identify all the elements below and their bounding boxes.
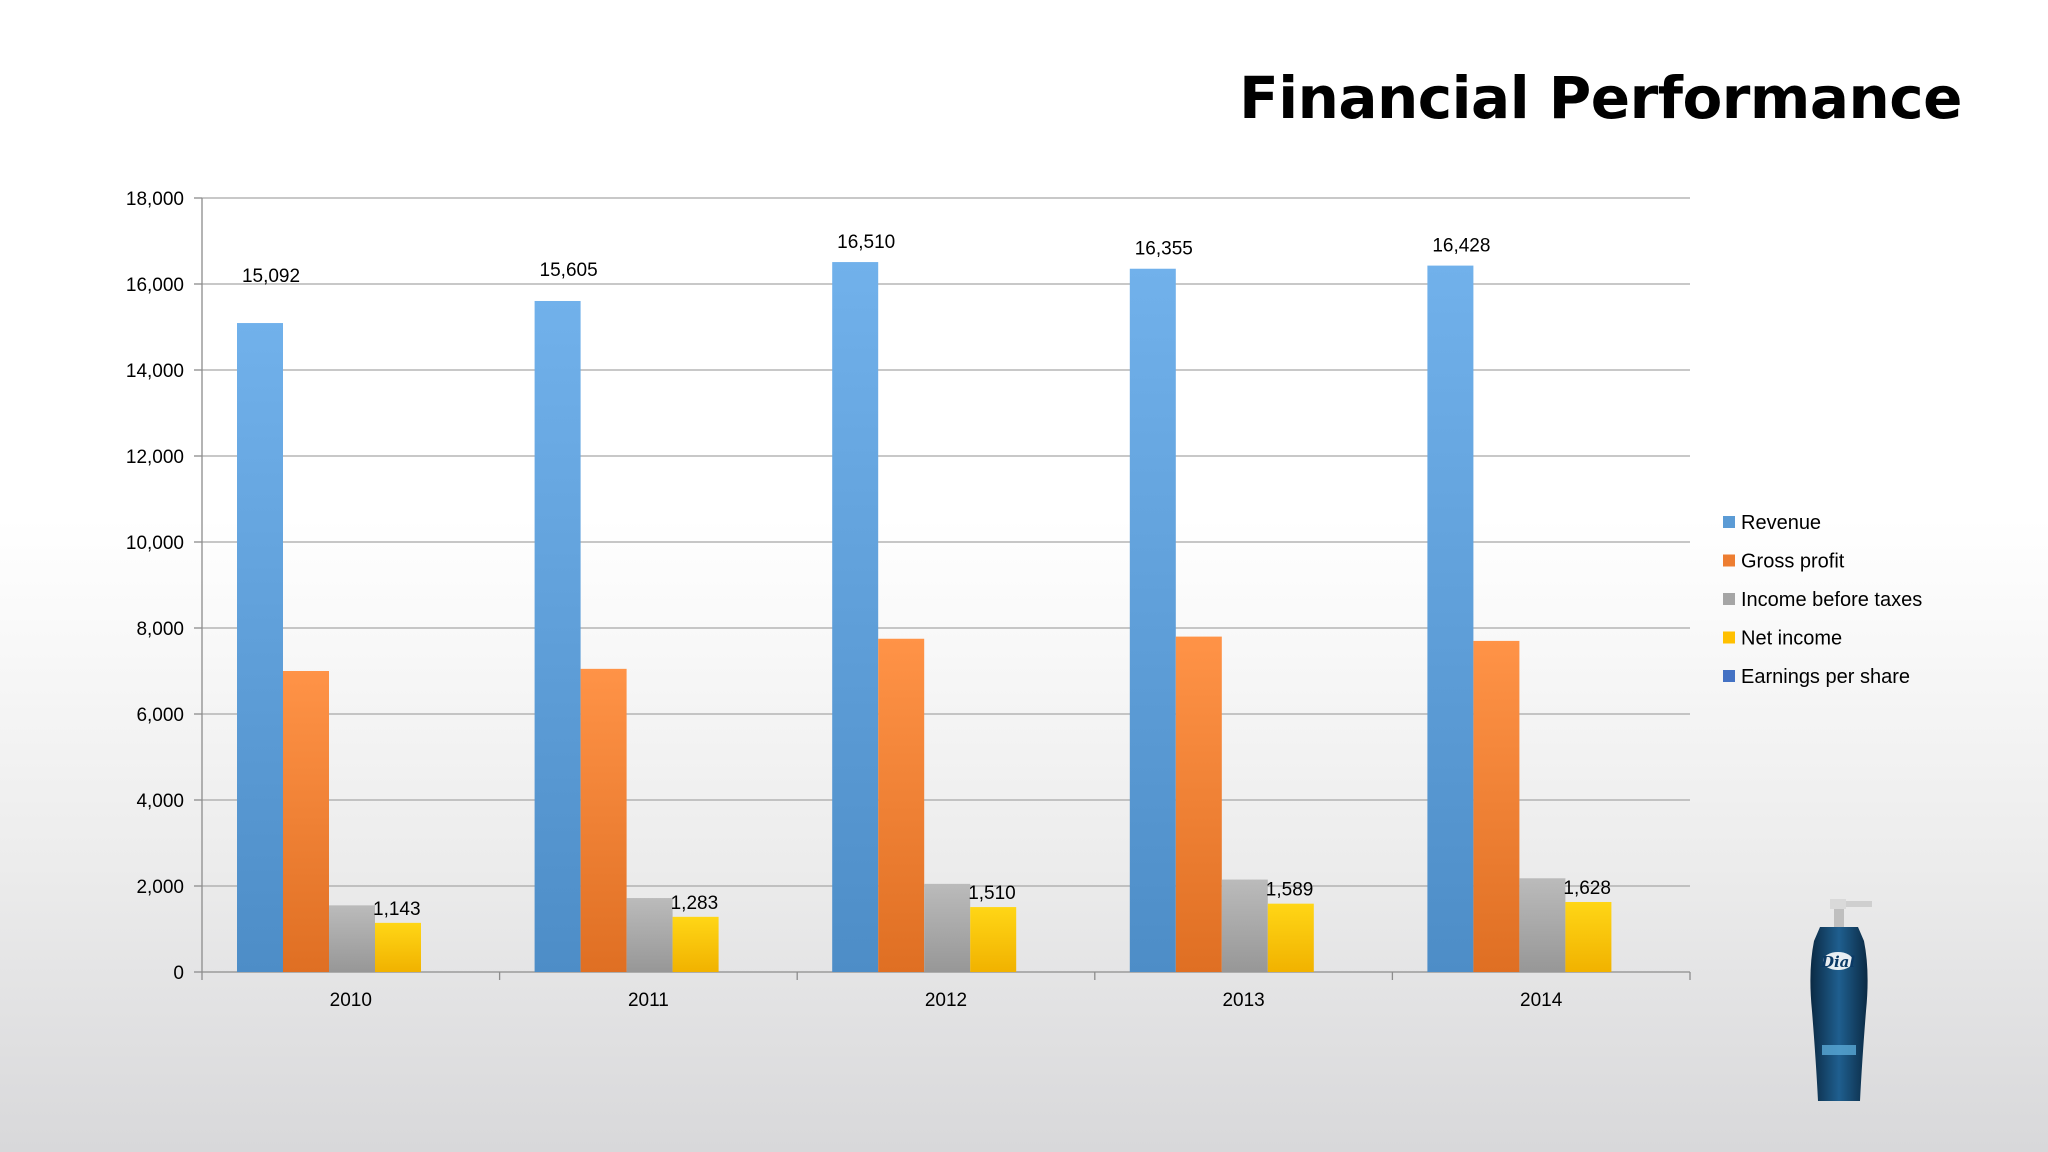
y-tick-label: 10,000 — [126, 533, 184, 554]
bar-revenue — [1427, 265, 1474, 972]
data-label: 1,589 — [1266, 880, 1314, 901]
y-tick-label: 8,000 — [136, 619, 184, 640]
bar-gross-profit — [878, 638, 925, 972]
data-label: 16,355 — [1135, 239, 1193, 260]
y-tick-label: 14,000 — [126, 361, 184, 382]
bar-revenue — [237, 323, 283, 972]
data-label: 1,628 — [1563, 878, 1611, 899]
legend-swatch — [1723, 593, 1735, 605]
data-label: 15,605 — [540, 260, 598, 281]
legend-label: Net income — [1741, 628, 1842, 650]
legend: Revenue Gross profit Income before taxes Ne… — [1723, 512, 1922, 688]
bar-gross-profit — [1473, 640, 1520, 972]
y-tick-label: 6,000 — [136, 705, 184, 726]
x-tick-label: 2010 — [330, 990, 372, 1011]
legend-label: Revenue — [1741, 512, 1821, 534]
bar-income-before-taxes — [924, 883, 971, 972]
legend-swatch — [1723, 631, 1735, 644]
y-tick-label: 2,000 — [136, 877, 184, 898]
legend-swatch — [1723, 516, 1735, 528]
y-tick-label: 0 — [173, 963, 184, 984]
soap-bottle-icon: Dial — [1810, 899, 1872, 1101]
x-tick-label: 2013 — [1222, 990, 1264, 1011]
bar-income-before-taxes — [626, 898, 673, 972]
data-labels: 15,092 15,605 16,510 16,355 16,428 1,143 1,283… — [242, 232, 1611, 920]
bar-revenue — [1129, 268, 1176, 972]
bar-income-before-taxes — [1519, 878, 1566, 972]
y-tick-label: 16,000 — [126, 275, 184, 296]
product-brand-text: Dial — [1820, 953, 1855, 971]
legend-label: Earnings per share — [1741, 666, 1910, 688]
data-label: 1,143 — [373, 899, 421, 920]
bar-net-income — [1267, 903, 1314, 972]
bar-revenue — [534, 300, 581, 972]
x-tick-label: 2011 — [628, 990, 669, 1011]
bar-net-income — [970, 907, 1017, 972]
y-tick-label: 18,000 — [126, 189, 184, 210]
y-tick-label: 12,000 — [126, 447, 184, 468]
bar-gross-profit — [283, 671, 329, 972]
x-tick-label: 2012 — [925, 990, 967, 1011]
bars — [237, 262, 1612, 972]
slide-title: Financial Performance — [1239, 64, 1962, 132]
bar-gross-profit — [1175, 636, 1222, 972]
data-label: 15,092 — [242, 266, 300, 287]
data-label: 16,428 — [1432, 236, 1490, 257]
data-label: 16,510 — [837, 232, 895, 253]
x-tick-label: 2014 — [1520, 990, 1563, 1011]
bar-net-income — [375, 922, 421, 972]
bar-gross-profit — [580, 668, 627, 972]
legend-label: Gross profit — [1741, 551, 1845, 573]
data-label: 1,283 — [671, 893, 719, 914]
legend-label: Income before taxes — [1741, 589, 1922, 611]
bar-net-income — [1565, 901, 1612, 972]
data-label: 1,510 — [968, 883, 1016, 904]
bar-revenue — [832, 262, 879, 972]
bar-income-before-taxes — [1221, 879, 1268, 972]
legend-swatch — [1723, 554, 1735, 567]
legend-swatch — [1723, 670, 1735, 682]
bar-income-before-taxes — [329, 905, 375, 972]
y-tick-label: 4,000 — [136, 791, 184, 812]
bar-net-income — [672, 916, 719, 972]
